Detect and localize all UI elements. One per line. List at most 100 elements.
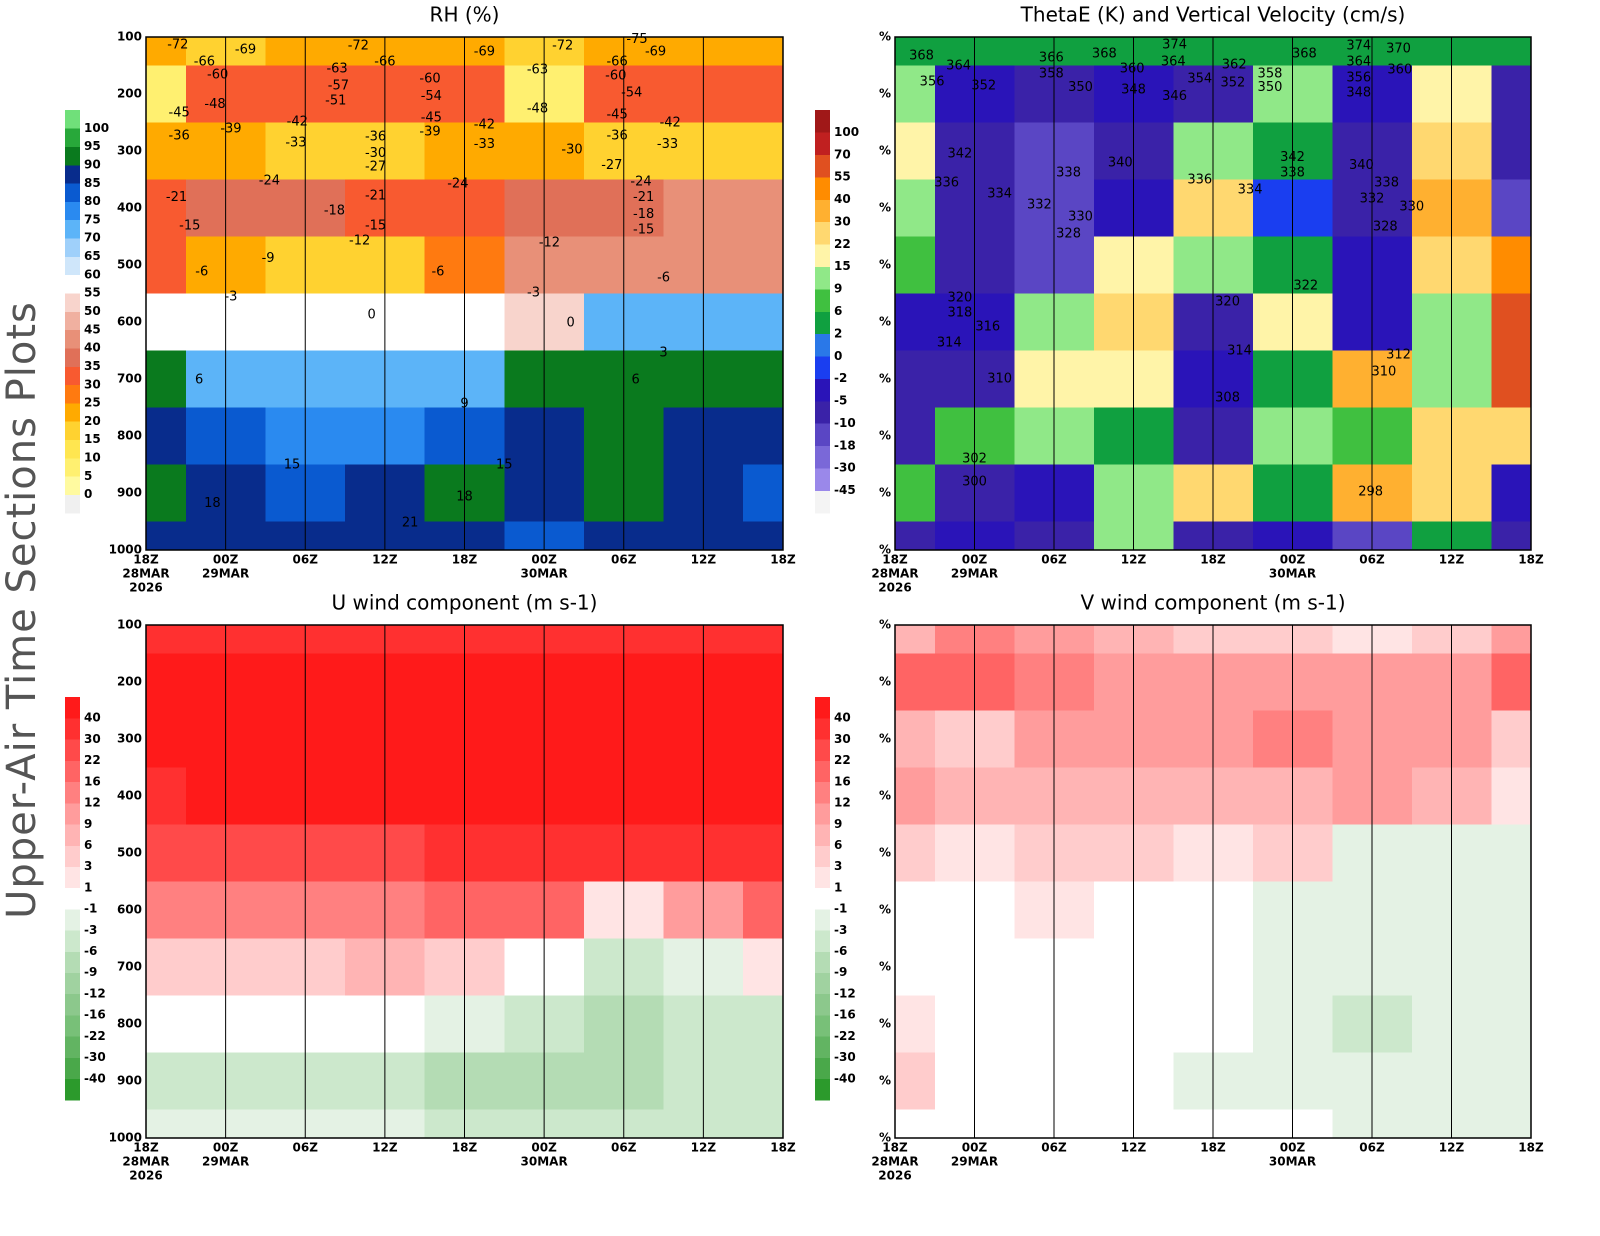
panel-title: V wind component (m s-1) (1081, 591, 1346, 615)
contour-label: -12 (349, 234, 370, 249)
field-cell (1491, 350, 1532, 408)
colorbar-box (65, 458, 80, 477)
y-tick-label: % (879, 732, 891, 746)
x-tick-label: 18Z (1200, 553, 1226, 567)
x-date-label: 30MAR (521, 1155, 568, 1169)
colorbar-box (815, 311, 830, 335)
contour-label: 302 (962, 451, 987, 466)
colorbar-label: 0 (84, 487, 92, 501)
field-cell (743, 881, 784, 939)
colorbar-box (815, 378, 830, 402)
colorbar-box (815, 845, 830, 867)
field-cell (1491, 710, 1532, 768)
field-cell (895, 995, 936, 1053)
colorbar-label: 9 (834, 817, 842, 831)
colorbar-label: 100 (834, 125, 859, 139)
contour-label: 338 (1374, 175, 1399, 190)
contour-label: 368 (909, 48, 934, 63)
colorbar-box (65, 146, 80, 166)
colorbar-label: 1 (834, 880, 842, 894)
contour-label: -48 (204, 97, 225, 112)
colorbar-label: 40 (834, 192, 851, 206)
contour-label: -18 (633, 207, 654, 222)
colorbar-box (65, 1015, 80, 1037)
field-cell (743, 653, 784, 711)
x-tick-label: 12Z (691, 1141, 717, 1155)
colorbar-box (65, 781, 80, 804)
contour-label: -63 (326, 61, 347, 76)
contour-label: 328 (1373, 219, 1398, 234)
colorbar-box (815, 1015, 830, 1037)
colorbar-box (815, 401, 830, 424)
contour-label: 342 (1280, 150, 1305, 165)
x-date-label: 29MAR (951, 567, 998, 581)
colorbar-box (815, 356, 830, 379)
contour-label: 360 (1120, 61, 1145, 76)
x-tick-label: 18Z (770, 553, 796, 567)
contour-label: -24 (447, 177, 468, 192)
colorbar-box (65, 348, 80, 367)
field-cell (1491, 824, 1532, 882)
contour-label: -30 (561, 142, 582, 157)
x-tick-label: 06Z (1359, 553, 1385, 567)
field-cell (895, 464, 936, 522)
colorbar-label: 30 (834, 214, 851, 228)
colorbar-box (815, 110, 830, 133)
x-tick-label: 12Z (1121, 553, 1147, 567)
field-cell (743, 521, 784, 551)
colorbar-box (815, 909, 830, 931)
colorbar-label: -18 (834, 438, 856, 452)
colorbar-label: 90 (84, 157, 101, 171)
contour-label: 352 (971, 79, 996, 94)
y-tick-label: 600 (117, 315, 142, 329)
colorbar-box (65, 329, 80, 349)
field-cell (743, 995, 784, 1053)
field-cell (895, 824, 936, 882)
colorbar-box (65, 930, 80, 952)
colorbar-box (815, 289, 830, 312)
contour-label: -54 (421, 89, 442, 104)
colorbar-box (65, 760, 80, 783)
field-cell (895, 179, 936, 237)
colorbar-label: 85 (84, 176, 101, 190)
contour-label: -6 (657, 271, 670, 286)
y-tick-label: 200 (117, 675, 142, 689)
contour-label: -27 (601, 158, 622, 173)
contour-label: -66 (374, 55, 395, 70)
field-cell (146, 122, 187, 180)
colorbar-label: 20 (84, 414, 101, 428)
contour-label: 358 (1039, 67, 1064, 82)
panel-title: ThetaE (K) and Vertical Velocity (cm/s) (1020, 3, 1406, 27)
colorbar-label: -10 (834, 416, 856, 430)
contour-label: 336 (934, 175, 959, 190)
colorbar-label: 22 (84, 753, 101, 767)
contour-label: -36 (606, 129, 627, 144)
contour-label: 340 (1108, 155, 1133, 170)
field-cell (146, 995, 187, 1053)
x-tick-label: 18Z (1518, 553, 1544, 567)
field-cell (743, 625, 784, 654)
y-tick-label: % (879, 543, 891, 557)
field-cell (1491, 521, 1532, 551)
contour-label: 348 (1121, 83, 1146, 98)
contour-label: 312 (1386, 348, 1411, 363)
contour-label: -24 (259, 174, 280, 189)
y-tick-label: 900 (117, 1074, 142, 1088)
contour-label: 310 (987, 372, 1012, 387)
y-tick-label: % (879, 1131, 891, 1145)
colorbar-box (65, 993, 80, 1016)
contour-label: 328 (1056, 227, 1081, 242)
contour-label: 330 (1068, 210, 1093, 225)
contour-label: 18 (456, 489, 473, 504)
x-tick-label: 06Z (1359, 1141, 1385, 1155)
colorbar-box (65, 803, 80, 825)
colorbar-label: 1 (84, 880, 92, 894)
contour-label: 310 (1372, 365, 1397, 380)
contour-label: 364 (946, 59, 971, 74)
contour-label: 322 (1293, 279, 1318, 294)
colorbar-box (815, 930, 830, 952)
colorbar-box (815, 718, 830, 740)
contour-label: 366 (1039, 51, 1064, 66)
x-tick-label: 00Z (531, 553, 557, 567)
colorbar-label: 30 (84, 732, 101, 746)
